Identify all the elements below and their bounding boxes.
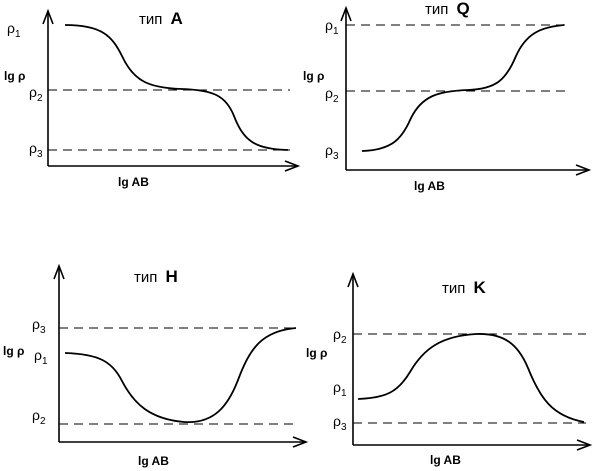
panel-h-level-label-3: ρ3 bbox=[32, 316, 46, 336]
panel-h-y-arrow bbox=[53, 263, 65, 280]
panel-a-level-label-1: ρ1 bbox=[7, 20, 21, 40]
panel-k-x-axis-label: lg AB bbox=[430, 453, 461, 467]
panel-k-level-label-1: ρ1 bbox=[333, 379, 347, 399]
panel-q-curve bbox=[361, 24, 565, 152]
panel-q-x-axis-label: lg AB bbox=[414, 179, 445, 193]
panel-k-x-arrow bbox=[576, 439, 593, 451]
panel-q-y-arrow bbox=[340, 5, 352, 22]
panel-type-a: тип A ρ1 lg ρ ρ2 ρ3 lg AB bbox=[4, 8, 301, 189]
panel-a-y-arrow bbox=[42, 8, 54, 25]
panel-q-y-axis-label: lg ρ bbox=[303, 69, 324, 83]
panel-k-curve bbox=[357, 333, 585, 423]
panel-type-k: тип K ρ2 lg ρ ρ1 ρ3 lg AB bbox=[306, 271, 593, 467]
panel-k-level-label-3: ρ3 bbox=[333, 413, 347, 433]
panel-k-y-arrow bbox=[347, 271, 359, 288]
panel-k-y-axis-label: lg ρ bbox=[306, 346, 327, 360]
panel-h-y-axis-label: lg ρ bbox=[3, 344, 24, 358]
panel-h-curve bbox=[64, 327, 297, 423]
panel-a-y-axis-label: lg ρ bbox=[4, 69, 25, 83]
panel-k-title: тип K bbox=[442, 278, 487, 297]
panel-type-h: тип H ρ3 lg ρ ρ1 ρ2 lg AB bbox=[3, 263, 309, 468]
panel-a-x-arrow bbox=[284, 160, 301, 172]
panel-q-x-arrow bbox=[575, 164, 592, 176]
panel-h-level-label-2: ρ2 bbox=[32, 407, 46, 427]
panel-q-level-label-1: ρ1 bbox=[325, 17, 339, 37]
panel-h-title: тип H bbox=[134, 267, 178, 286]
panel-a-title: тип A bbox=[139, 9, 183, 28]
panel-q-level-label-2: ρ2 bbox=[325, 85, 339, 105]
panel-a-level-label-3: ρ3 bbox=[29, 140, 43, 160]
panel-h-x-arrow bbox=[292, 436, 309, 448]
panel-q-title: тип Q bbox=[425, 0, 470, 18]
panel-type-q: тип Q ρ1 lg ρ ρ2 ρ3 lg AB bbox=[303, 0, 592, 193]
panel-a-curve bbox=[64, 24, 289, 151]
panel-h-x-axis-label: lg AB bbox=[138, 454, 169, 468]
panel-k-level-label-2: ρ2 bbox=[333, 326, 347, 346]
panel-h-level-label-1: ρ1 bbox=[34, 347, 48, 367]
panel-q-level-label-3: ρ3 bbox=[325, 142, 339, 162]
panel-a-level-label-2: ρ2 bbox=[29, 84, 43, 104]
panel-a-x-axis-label: lg AB bbox=[118, 175, 149, 189]
